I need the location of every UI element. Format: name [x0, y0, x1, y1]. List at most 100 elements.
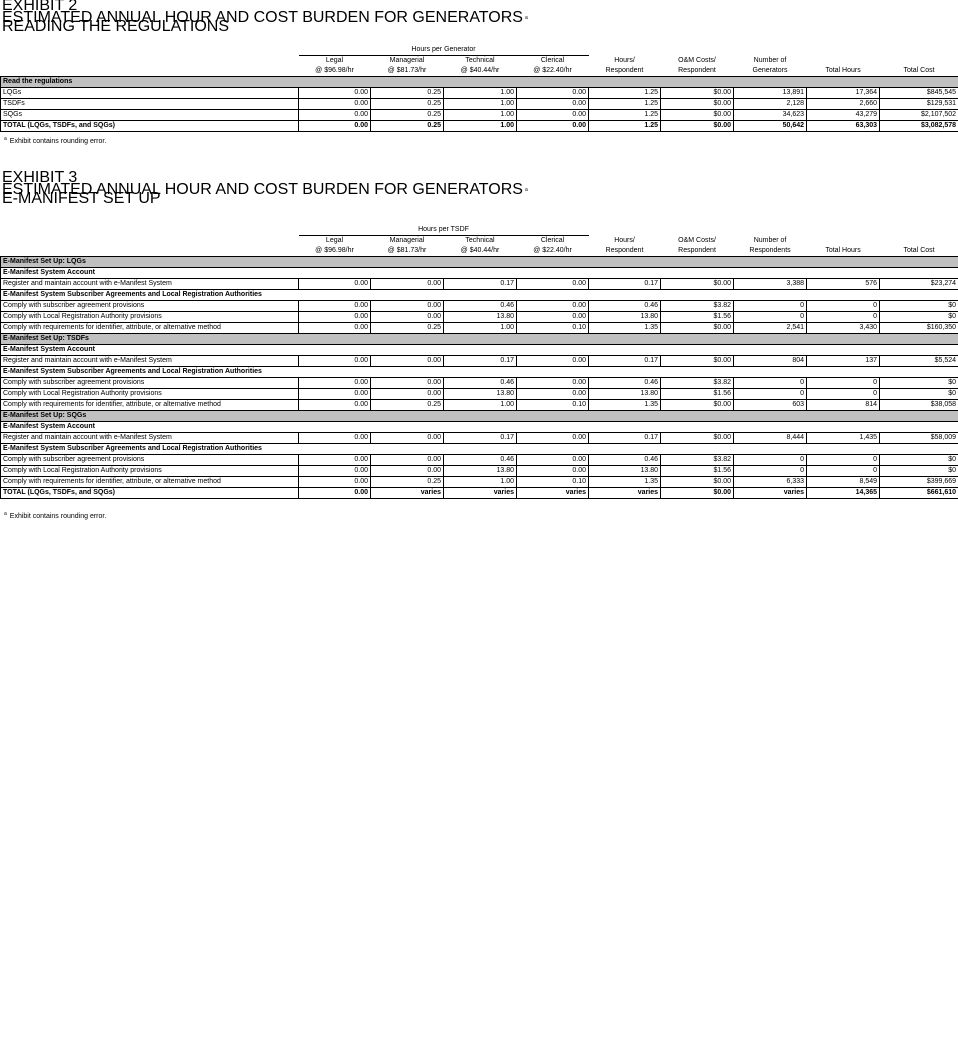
- cell: 0.46: [444, 378, 517, 389]
- page: {"exhibits": [ {"label": "EXHIBIT 2", "t…: [0, 0, 958, 522]
- cell: 0.00: [371, 455, 444, 466]
- cell: 0.00: [371, 279, 444, 290]
- cell: 0.00: [299, 356, 371, 367]
- cell: 0.00: [371, 312, 444, 323]
- row-label: Register and maintain account with e-Man…: [1, 356, 299, 367]
- cell: $5,524: [880, 356, 958, 367]
- cell: 0.00: [517, 121, 589, 132]
- cell: 0: [807, 389, 880, 400]
- cell: 0.00: [299, 455, 371, 466]
- cell: $0.00: [661, 121, 734, 132]
- cell: 34,623: [734, 110, 807, 121]
- cell: $845,545: [880, 88, 958, 99]
- row-label: Comply with requirements for identifier,…: [1, 477, 299, 488]
- cell: 13.80: [444, 466, 517, 477]
- cell: 0.25: [371, 99, 444, 110]
- cell: 137: [807, 356, 880, 367]
- column-header-line: Hours/: [591, 236, 659, 246]
- cell: 804: [734, 356, 807, 367]
- cell: $3.82: [661, 301, 734, 312]
- cell: 0.25: [371, 88, 444, 99]
- cell: 0.00: [371, 433, 444, 444]
- cell: 2,128: [734, 99, 807, 110]
- column-header: Total Cost: [880, 236, 958, 257]
- cell: 0.00: [299, 279, 371, 290]
- blank: [1, 56, 299, 77]
- cell: 0.00: [299, 88, 371, 99]
- cell: 0.10: [517, 400, 589, 411]
- cell: 814: [807, 400, 880, 411]
- cell: 0.00: [517, 455, 589, 466]
- cell: 0.00: [299, 477, 371, 488]
- blank: [1, 45, 299, 56]
- cell: 0.00: [371, 466, 444, 477]
- column-header-line: @ $81.73/hr: [373, 66, 442, 76]
- cell: $0.00: [661, 279, 734, 290]
- cell: 0.00: [299, 433, 371, 444]
- cell: 8,444: [734, 433, 807, 444]
- section-row: Read the regulations: [1, 77, 958, 88]
- cell: 0: [807, 466, 880, 477]
- cell: 1.00: [444, 400, 517, 411]
- cell: $1.56: [661, 389, 734, 400]
- cell: 0: [734, 301, 807, 312]
- title-note: a: [525, 15, 528, 21]
- column-header: Clerical@ $22.40/hr: [517, 236, 589, 257]
- cell: 1.00: [444, 88, 517, 99]
- data-row: Register and maintain account with e-Man…: [1, 356, 958, 367]
- cell: $3.82: [661, 378, 734, 389]
- column-header-line: Total Hours: [809, 246, 878, 256]
- cell: 0.00: [299, 301, 371, 312]
- cell: $129,531: [880, 99, 958, 110]
- cell: 0.00: [299, 378, 371, 389]
- column-header-line: Managerial: [373, 236, 442, 246]
- cell: varies: [589, 488, 661, 499]
- data-row: Comply with requirements for identifier,…: [1, 477, 958, 488]
- row-label: LQGs: [1, 88, 299, 99]
- cell: 0.25: [371, 110, 444, 121]
- cell: 0.00: [371, 301, 444, 312]
- row-label: Comply with Local Registration Authority…: [1, 312, 299, 323]
- data-row: Comply with requirements for identifier,…: [1, 323, 958, 334]
- section-label: E-Manifest System Account: [1, 422, 958, 433]
- section-label: E-Manifest System Subscriber Agreements …: [1, 367, 958, 378]
- column-header-line: Number of: [736, 56, 805, 66]
- group-header: Hours per Generator: [299, 45, 589, 56]
- data-row: Comply with requirements for identifier,…: [1, 400, 958, 411]
- section-label: E-Manifest System Subscriber Agreements …: [1, 290, 958, 301]
- cell: 0.10: [517, 477, 589, 488]
- cell: varies: [444, 488, 517, 499]
- cell: 0.17: [444, 433, 517, 444]
- cell: 0.25: [371, 477, 444, 488]
- column-header: Hours/Respondent: [589, 56, 661, 77]
- cell: 2,660: [807, 99, 880, 110]
- data-row: Comply with subscriber agreement provisi…: [1, 378, 958, 389]
- column-header-line: @ $96.98/hr: [301, 66, 369, 76]
- cell: 1.00: [444, 110, 517, 121]
- column-header-line: Generators: [736, 66, 805, 76]
- column-header-line: Clerical: [519, 56, 587, 66]
- row-label: SQGs: [1, 110, 299, 121]
- column-header-line: Legal: [301, 56, 369, 66]
- cell: $160,350: [880, 323, 958, 334]
- column-header-line: Respondent: [663, 246, 732, 256]
- cell: 0.00: [299, 323, 371, 334]
- subsection-row: E-Manifest System Subscriber Agreements …: [1, 290, 958, 301]
- row-label: TOTAL (LQGs, TSDFs, and SQGs): [1, 121, 299, 132]
- cell: 0.00: [299, 312, 371, 323]
- cell: 0.00: [299, 400, 371, 411]
- cell: 0.00: [517, 356, 589, 367]
- cell: 1.00: [444, 99, 517, 110]
- column-header-line: Respondent: [663, 66, 732, 76]
- cell: $0.00: [661, 400, 734, 411]
- cell: 0.00: [371, 389, 444, 400]
- cell: 2,541: [734, 323, 807, 334]
- cell: $1.56: [661, 466, 734, 477]
- row-label: TOTAL (LQGs, TSDFs, and SQGs): [1, 488, 299, 499]
